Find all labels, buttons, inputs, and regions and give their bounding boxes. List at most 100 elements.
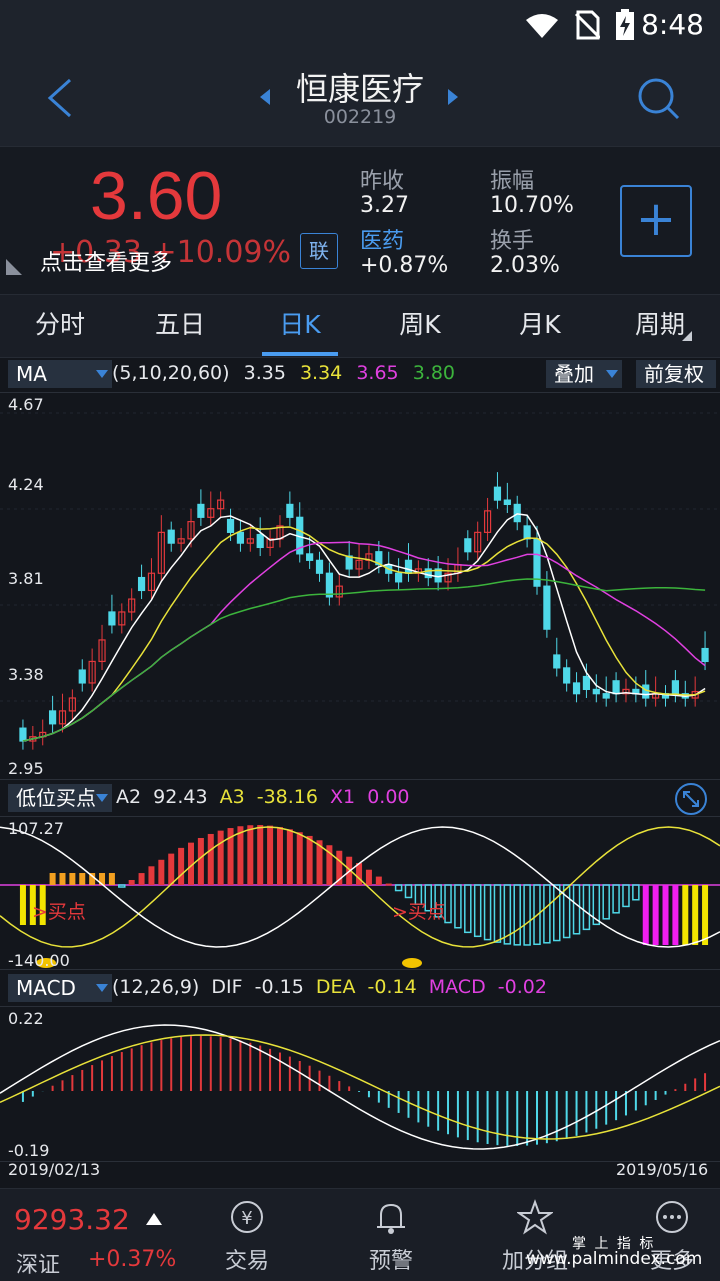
tab-monthly-k[interactable]: 月K xyxy=(519,310,561,339)
nav-alert[interactable]: 预警 xyxy=(336,1199,446,1275)
indicator-bar xyxy=(543,884,551,944)
tab-daily-k[interactable]: 日K xyxy=(279,310,321,339)
indicator-chart[interactable]: 107.27 -140.00 >买点 >买点 xyxy=(0,816,720,970)
indicator-bar xyxy=(326,845,333,885)
ma10-value: 3.34 xyxy=(299,362,343,384)
candle-body xyxy=(118,611,126,626)
expand-icon[interactable] xyxy=(674,782,708,816)
candle-body xyxy=(345,555,353,570)
candle-body xyxy=(474,531,482,553)
indicator-bar xyxy=(493,884,502,943)
nav-label: 交易 xyxy=(224,1249,269,1274)
indicator-bar xyxy=(385,883,392,886)
tab-five-day[interactable]: 五日 xyxy=(154,310,205,339)
indicator-bar xyxy=(612,884,620,914)
tab-period[interactable]: 周期 xyxy=(634,310,685,339)
tab-weekly-k[interactable]: 周K xyxy=(399,310,441,339)
sector-label[interactable]: 医药 xyxy=(360,229,405,254)
indicator-bar xyxy=(394,884,403,892)
candle-body xyxy=(98,639,106,663)
indicator-bar xyxy=(178,847,185,885)
dif-line xyxy=(0,1024,720,1150)
ma-bar: MA (5,10,20,60) 3.35 3.34 3.65 3.80 叠加 前… xyxy=(0,358,720,390)
indicator-bar xyxy=(375,876,382,885)
add-watchlist-button[interactable]: + xyxy=(620,185,692,257)
svg-text:¥: ¥ xyxy=(241,1208,252,1229)
chevron-down-icon xyxy=(96,794,108,802)
x1-value: 0.00 xyxy=(367,786,410,808)
indicator-bar xyxy=(473,884,482,938)
candle-body xyxy=(513,503,521,523)
indicator-bar xyxy=(672,885,679,945)
macd-chart[interactable]: 0.22 -0.19 xyxy=(0,1006,720,1162)
indicator-bar xyxy=(306,835,313,885)
indicator-axis-bottom: -140.00 xyxy=(8,951,70,970)
a3-value: -38.16 xyxy=(256,786,318,808)
candle-body xyxy=(572,682,581,695)
macd-svg xyxy=(0,1024,720,1150)
ma-line xyxy=(22,513,706,742)
candle-body xyxy=(395,572,403,583)
candle-body xyxy=(642,684,650,699)
ma20-value: 3.65 xyxy=(356,362,399,384)
nav-trade[interactable]: ¥ 交易 xyxy=(192,1199,302,1275)
indicator-curve xyxy=(0,826,720,948)
back-icon[interactable] xyxy=(44,76,74,120)
quote-panel[interactable]: 3.60 +0.33 +10.09% 点击查看更多 联 昨收 3.27 医药 +… xyxy=(0,146,720,295)
index-value[interactable]: 9293.32 xyxy=(14,1203,130,1236)
candle-body xyxy=(187,521,195,540)
sector-change: +0.87% xyxy=(360,253,449,278)
wifi-icon xyxy=(526,14,558,38)
overlay-selector[interactable]: 叠加 xyxy=(546,360,622,388)
candle-body xyxy=(592,688,600,695)
signal-marker xyxy=(36,958,56,968)
candle-body xyxy=(286,503,294,518)
indicator-bar xyxy=(188,842,194,885)
indicator-bar xyxy=(207,833,214,885)
next-stock-icon[interactable] xyxy=(446,88,460,106)
view-more-tip[interactable]: 点击查看更多 xyxy=(40,251,173,276)
indicator-bar xyxy=(276,827,283,885)
indicator-bar xyxy=(692,885,699,945)
prev-close-value: 3.27 xyxy=(360,193,409,218)
candle-body xyxy=(88,660,96,684)
adjust-button[interactable]: 前复权 xyxy=(636,360,716,388)
indicator-selector[interactable]: 低位买点 xyxy=(8,784,112,812)
index-name: 深证 xyxy=(16,1253,61,1278)
macd-selector[interactable]: MACD xyxy=(8,974,112,1002)
nav-add-group[interactable]: 加分组 xyxy=(480,1199,590,1275)
macd-value: -0.02 xyxy=(497,976,547,998)
indicator-bar xyxy=(434,884,442,918)
ma-params: (5,10,20,60) xyxy=(112,362,230,384)
candle-body xyxy=(197,503,205,518)
candle-body xyxy=(226,518,235,533)
tab-intraday[interactable]: 分时 xyxy=(34,310,85,339)
indicator-bar: 低位买点 A2 92.43 A3 -38.16 X1 0.00 xyxy=(0,782,720,816)
trade-icon: ¥ xyxy=(231,1201,263,1233)
linked-button[interactable]: 联 xyxy=(300,233,338,269)
stock-name: 恒康医疗 xyxy=(295,70,424,108)
candle-body xyxy=(19,727,27,742)
up-arrow-icon xyxy=(146,1213,162,1225)
turnover-value: 2.03% xyxy=(490,253,560,278)
nav-more[interactable]: 更多 xyxy=(624,1199,720,1275)
candle-body xyxy=(483,510,492,533)
indicator-bar xyxy=(414,884,423,905)
ma-selector[interactable]: MA xyxy=(8,360,112,388)
indicator-bar xyxy=(69,873,76,885)
dea-label: DEA xyxy=(315,976,356,998)
candle-body xyxy=(701,647,709,663)
period-corner-icon xyxy=(682,331,692,341)
indicator-bar xyxy=(168,853,175,885)
dea-value: -0.14 xyxy=(367,976,417,998)
price-axis-label: 4.67 xyxy=(8,395,44,414)
ma-line xyxy=(22,526,706,742)
prev-stock-icon[interactable] xyxy=(258,88,272,106)
indicator-bar xyxy=(513,884,521,946)
price-axis-label: 2.95 xyxy=(8,759,44,778)
overlay-label: 叠加 xyxy=(554,362,594,386)
active-tab-indicator xyxy=(262,352,338,356)
indicator-bar xyxy=(296,832,303,885)
search-icon[interactable] xyxy=(636,76,682,122)
kline-chart[interactable]: 4.67 4.24 3.81 3.38 2.95 xyxy=(0,392,720,780)
